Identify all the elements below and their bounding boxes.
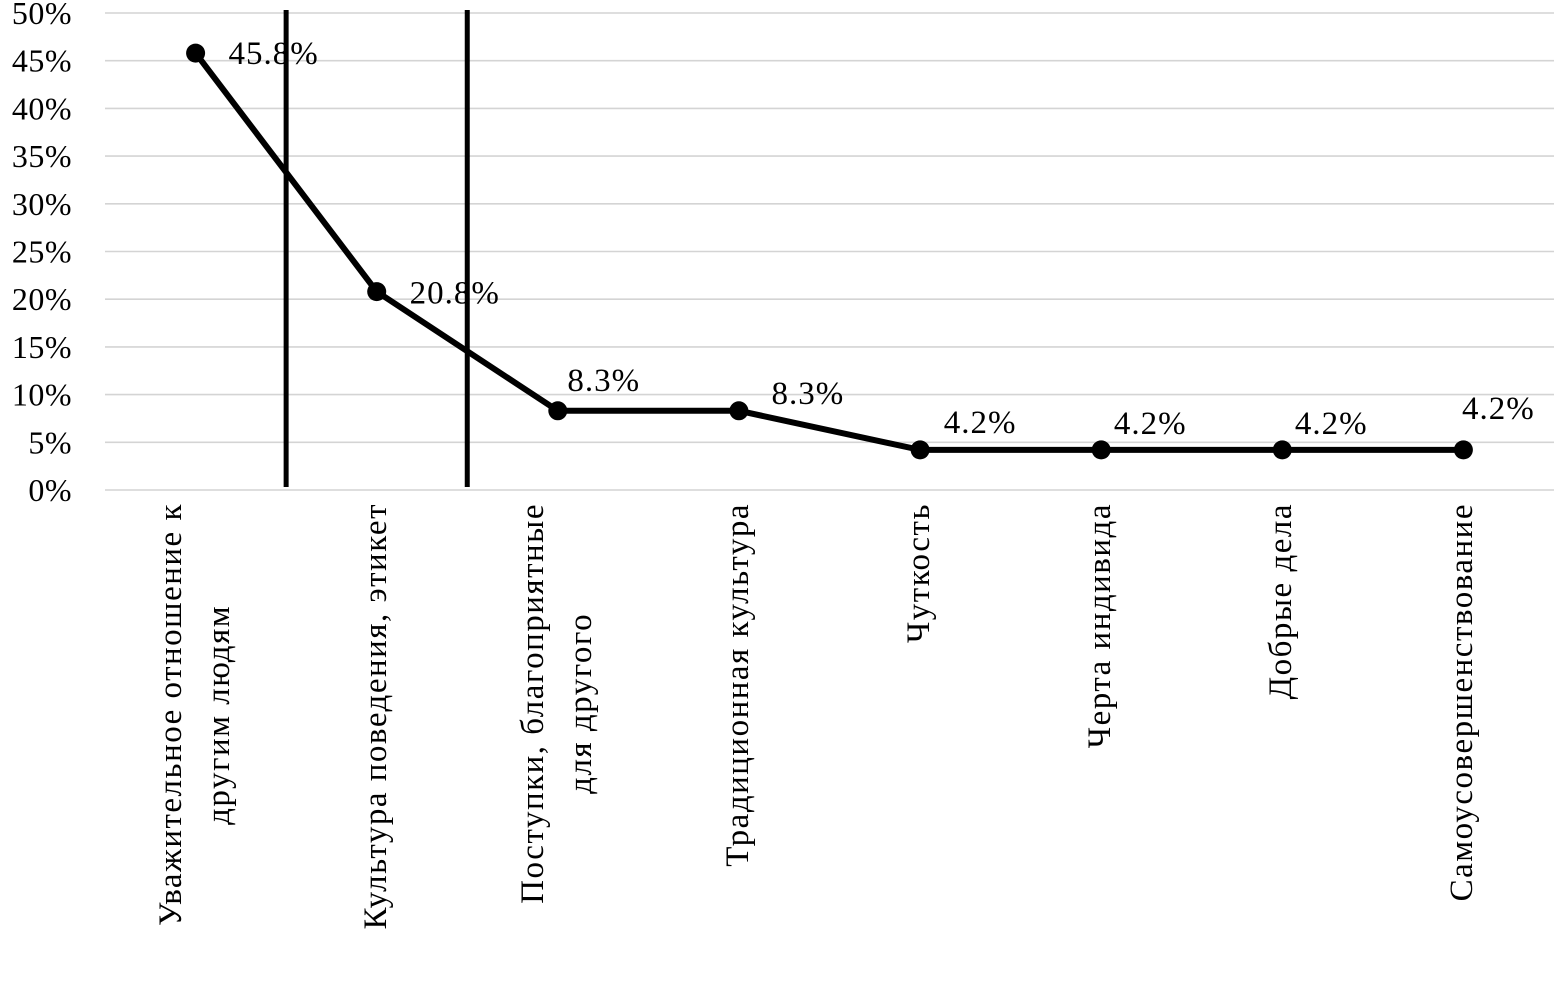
category-label-3: Поступки, благоприятные для другого (514, 503, 599, 904)
data-value-label: 4.2% (1114, 406, 1187, 442)
data-value-label: 4.2% (944, 405, 1017, 441)
data-point (186, 43, 206, 63)
category-label-1: Уважительное отношение к другим людям (152, 503, 237, 926)
data-value-label: 20.8% (410, 276, 500, 312)
y-axis-tick-label: 40% (12, 90, 72, 126)
category-label-7: Добрые дела (1263, 503, 1300, 700)
y-axis-tick-label: 0% (28, 472, 72, 508)
y-axis-tick-label: 45% (12, 43, 72, 79)
data-value-label: 8.3% (567, 363, 640, 399)
data-point (367, 282, 387, 302)
data-point (729, 401, 749, 421)
data-point (910, 440, 930, 460)
y-axis-tick-label: 25% (12, 234, 72, 270)
data-value-label: 8.3% (772, 376, 845, 412)
y-axis-tick-label: 5% (28, 424, 72, 460)
data-point (1453, 440, 1473, 460)
y-axis-tick-label: 50% (12, 0, 72, 31)
data-value-label: 45.8% (228, 36, 318, 72)
category-label-8: Самоусовершенствование (1444, 503, 1481, 902)
y-axis-tick-label: 15% (12, 329, 72, 365)
data-value-label: 4.2% (1295, 406, 1368, 442)
category-label-4: Традиционная культура (720, 503, 757, 867)
category-label-2: Культура поведения, этикет (357, 503, 394, 930)
data-point (548, 401, 568, 421)
data-point (1272, 440, 1292, 460)
category-label-5: Чуткость (901, 503, 938, 644)
y-axis-tick-label: 35% (12, 138, 72, 174)
data-point (1091, 440, 1111, 460)
category-label-6: Черта индивида (1082, 503, 1119, 749)
y-axis-tick-label: 10% (12, 377, 72, 413)
data-value-label: 4.2% (1462, 391, 1535, 427)
data-line (193, 51, 1464, 453)
y-axis-tick-label: 30% (12, 186, 72, 222)
y-axis-tick-label: 20% (12, 281, 72, 317)
